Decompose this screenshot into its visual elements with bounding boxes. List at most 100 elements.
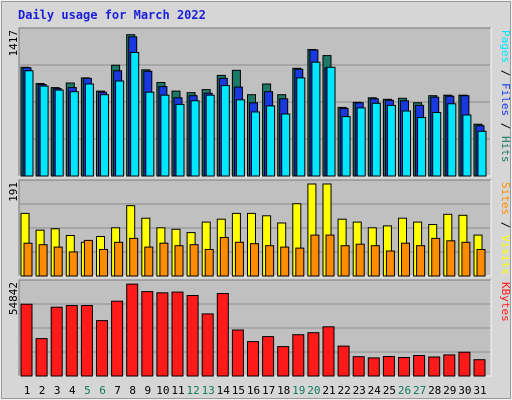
bar-kbytes-day-26 [398, 357, 410, 377]
bar-pages-day-31 [477, 130, 487, 177]
bar-sites-day-14 [219, 237, 229, 277]
bar-sites-day-11 [174, 245, 184, 277]
bar-pages-day-11 [175, 103, 185, 177]
bar-sites-day-4 [68, 251, 78, 277]
bar-sites-day-2 [38, 244, 48, 277]
x-tick-label-day-23: 23 [353, 384, 366, 397]
bar-kbytes-day-4 [65, 305, 78, 377]
legend-visits: Sites / Visits [499, 182, 512, 275]
x-tick-label-day-24: 24 [368, 384, 382, 397]
bar-sites-day-25 [385, 250, 395, 277]
bar-pages-day-28 [432, 112, 442, 177]
bar-pages-day-23 [356, 107, 366, 177]
legend-hits: Pages / Files / Hits [499, 30, 512, 163]
bar-pages-day-12 [190, 100, 200, 177]
bar-sites-day-28 [431, 237, 441, 277]
bar-sites-day-3 [53, 246, 63, 277]
bar-sites-day-27 [416, 245, 426, 277]
bar-kbytes-day-25 [382, 356, 395, 377]
legend-hits: Hits [499, 136, 512, 163]
bar-sites-day-13 [204, 249, 214, 277]
bar-kbytes-day-16 [247, 341, 259, 377]
bar-pages-day-22 [341, 116, 351, 177]
bar-pages-day-13 [205, 94, 215, 177]
x-tick-label-day-29: 29 [443, 384, 456, 397]
bar-pages-day-9 [145, 91, 155, 177]
x-tick-label-day-22: 22 [337, 384, 350, 397]
x-tick-label-day-17: 17 [262, 384, 275, 397]
bar-kbytes-day-21 [322, 326, 335, 377]
bar-sites-day-18 [280, 246, 290, 277]
x-tick-label-day-20: 20 [307, 384, 320, 397]
x-tick-label-day-31: 31 [473, 384, 486, 397]
x-tick-label-day-1: 1 [24, 384, 31, 397]
chart-title: Daily usage for March 2022 [18, 8, 206, 22]
x-tick-label-day-11: 11 [171, 384, 184, 397]
bar-pages-day-24 [371, 102, 381, 177]
bar-sites-day-24 [370, 245, 380, 277]
x-tick-label-day-25: 25 [383, 384, 396, 397]
bar-pages-day-27 [417, 117, 427, 177]
bar-sites-day-29 [446, 240, 456, 277]
bar-kbytes-day-27 [413, 355, 426, 377]
y-max-label-hits: 1417 [7, 30, 20, 57]
bar-kbytes-day-23 [352, 356, 365, 377]
legend-separator: / [499, 215, 512, 235]
x-tick-label-day-21: 21 [322, 384, 335, 397]
bar-pages-day-1 [24, 70, 34, 177]
legend-kbytes: KBytes [499, 282, 512, 322]
bar-pages-day-29 [447, 103, 457, 177]
bar-kbytes-day-1 [20, 303, 33, 377]
bar-kbytes-day-13 [201, 313, 214, 377]
bar-sites-day-7 [114, 241, 124, 277]
bar-pages-day-10 [160, 94, 170, 177]
bar-pages-day-21 [326, 66, 336, 177]
bar-sites-day-21 [325, 234, 335, 277]
x-tick-label-day-14: 14 [217, 384, 231, 397]
bar-kbytes-day-20 [307, 332, 320, 377]
bar-pages-day-25 [386, 104, 396, 177]
bar-sites-day-6 [99, 249, 108, 277]
x-tick-label-day-27: 27 [413, 384, 426, 397]
bar-kbytes-day-15 [231, 329, 244, 377]
bar-kbytes-day-6 [96, 320, 108, 377]
x-tick-label-day-16: 16 [247, 384, 260, 397]
bar-sites-day-22 [340, 245, 350, 277]
bar-kbytes-day-11 [171, 291, 184, 377]
bar-sites-day-12 [189, 244, 199, 277]
bar-pages-day-17 [266, 105, 276, 177]
x-tick-label-day-15: 15 [232, 384, 245, 397]
bar-kbytes-day-7 [111, 300, 124, 377]
legend-separator: / [499, 116, 512, 136]
bar-sites-day-26 [401, 242, 410, 277]
x-tick-label-day-18: 18 [277, 384, 290, 397]
bar-kbytes-day-5 [80, 305, 93, 377]
y-max-label-visits: 191 [7, 182, 20, 202]
bar-kbytes-day-14 [216, 293, 229, 377]
x-tick-label-day-10: 10 [156, 384, 169, 397]
legend-visits: Visits [499, 235, 512, 275]
bar-pages-day-18 [281, 113, 291, 177]
bar-kbytes-day-29 [443, 354, 456, 377]
x-tick-label-day-8: 8 [129, 384, 136, 397]
bar-sites-day-8 [129, 237, 139, 277]
bar-kbytes-day-9 [141, 291, 154, 377]
bar-kbytes-day-17 [262, 336, 275, 377]
plot-area-visits-shadow-edge [18, 179, 491, 276]
bar-kbytes-day-10 [156, 292, 169, 377]
x-tick-label-day-6: 6 [99, 384, 106, 397]
x-tick-label-day-30: 30 [458, 384, 471, 397]
bar-sites-day-10 [159, 242, 169, 277]
bar-kbytes-day-2 [35, 338, 48, 377]
bar-kbytes-day-30 [458, 351, 471, 377]
x-tick-label-day-3: 3 [54, 384, 61, 397]
bar-pages-day-6 [100, 94, 109, 177]
bar-sites-day-9 [144, 246, 154, 277]
bar-kbytes-day-22 [337, 345, 350, 377]
x-tick-label-day-2: 2 [39, 384, 46, 397]
x-tick-label-day-12: 12 [186, 384, 199, 397]
y-max-label-kbytes: 54842 [7, 282, 20, 315]
bar-pages-day-19 [296, 77, 306, 177]
bar-sites-day-5 [83, 239, 93, 277]
